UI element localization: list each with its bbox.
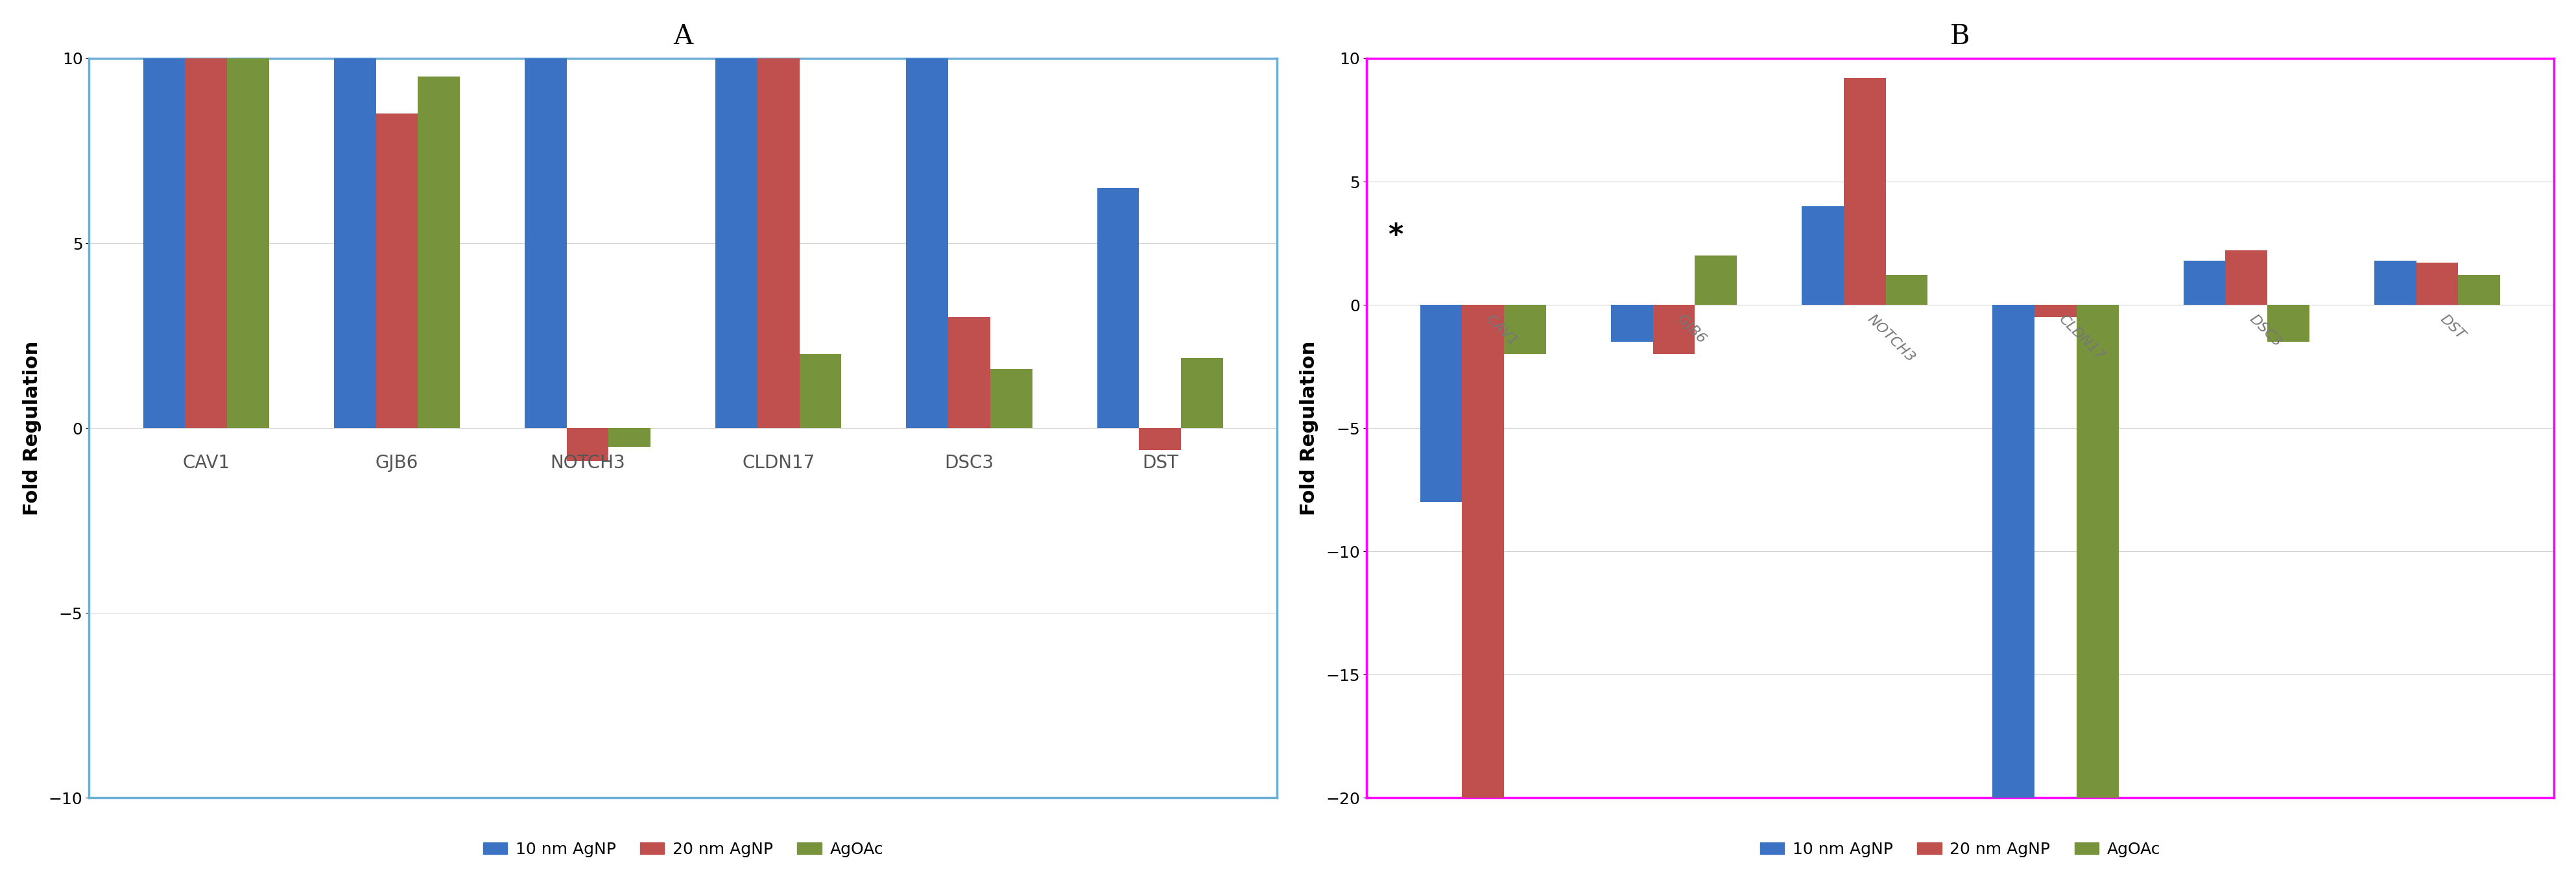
Text: CAV1: CAV1	[183, 454, 229, 472]
Bar	[1180, 358, 1224, 428]
Legend: 10 nm AgNP, 20 nm AgNP, AgOAc: 10 nm AgNP, 20 nm AgNP, AgOAc	[477, 835, 889, 863]
Bar	[526, 58, 567, 428]
Text: NOTCH3: NOTCH3	[549, 454, 626, 472]
Bar	[757, 58, 799, 428]
Bar	[417, 77, 459, 428]
Bar	[2267, 304, 2308, 341]
Bar	[227, 58, 268, 428]
Bar	[1695, 255, 1736, 304]
Bar	[144, 58, 185, 428]
Bar	[608, 428, 649, 446]
Text: NOTCH3: NOTCH3	[1865, 312, 1917, 364]
Bar	[2372, 260, 2416, 304]
Bar	[2458, 275, 2499, 304]
Text: DSC3: DSC3	[945, 454, 994, 472]
Bar	[799, 354, 842, 428]
Bar	[716, 58, 757, 428]
Bar	[2076, 304, 2117, 798]
Bar	[1654, 304, 1695, 354]
Text: DST: DST	[2437, 312, 2468, 342]
Bar	[948, 317, 989, 428]
Bar	[2226, 251, 2267, 304]
Bar	[185, 58, 227, 428]
Bar	[907, 58, 948, 428]
Bar	[1844, 78, 1886, 304]
Bar	[1801, 206, 1844, 304]
Bar	[376, 114, 417, 428]
Bar	[1991, 304, 2035, 798]
Bar	[989, 369, 1033, 428]
Text: CLDN17: CLDN17	[2056, 312, 2105, 363]
Bar	[335, 58, 376, 428]
Bar	[1139, 428, 1180, 451]
Text: CAV1: CAV1	[1484, 312, 1520, 348]
Bar	[1461, 304, 1504, 798]
Y-axis label: Fold Regulation: Fold Regulation	[1298, 341, 1319, 516]
Text: GJB6: GJB6	[1674, 312, 1708, 346]
Bar	[1504, 304, 1546, 354]
Text: DSC3: DSC3	[2246, 312, 2282, 349]
Legend: 10 nm AgNP, 20 nm AgNP, AgOAc: 10 nm AgNP, 20 nm AgNP, AgOAc	[1754, 835, 2166, 863]
Title: B: B	[1950, 23, 1971, 50]
Y-axis label: Fold Regulation: Fold Regulation	[23, 341, 41, 516]
Bar	[2416, 263, 2458, 304]
Bar	[1097, 187, 1139, 428]
Text: DST: DST	[1141, 454, 1177, 472]
Text: CLDN17: CLDN17	[742, 454, 814, 472]
Bar	[1610, 304, 1654, 341]
Bar	[1886, 275, 1927, 304]
Bar	[567, 428, 608, 461]
Bar	[2035, 304, 2076, 317]
Title: A: A	[672, 23, 693, 50]
Text: GJB6: GJB6	[376, 454, 417, 472]
Text: *: *	[1388, 222, 1401, 250]
Bar	[2182, 260, 2226, 304]
Bar	[1419, 304, 1461, 502]
